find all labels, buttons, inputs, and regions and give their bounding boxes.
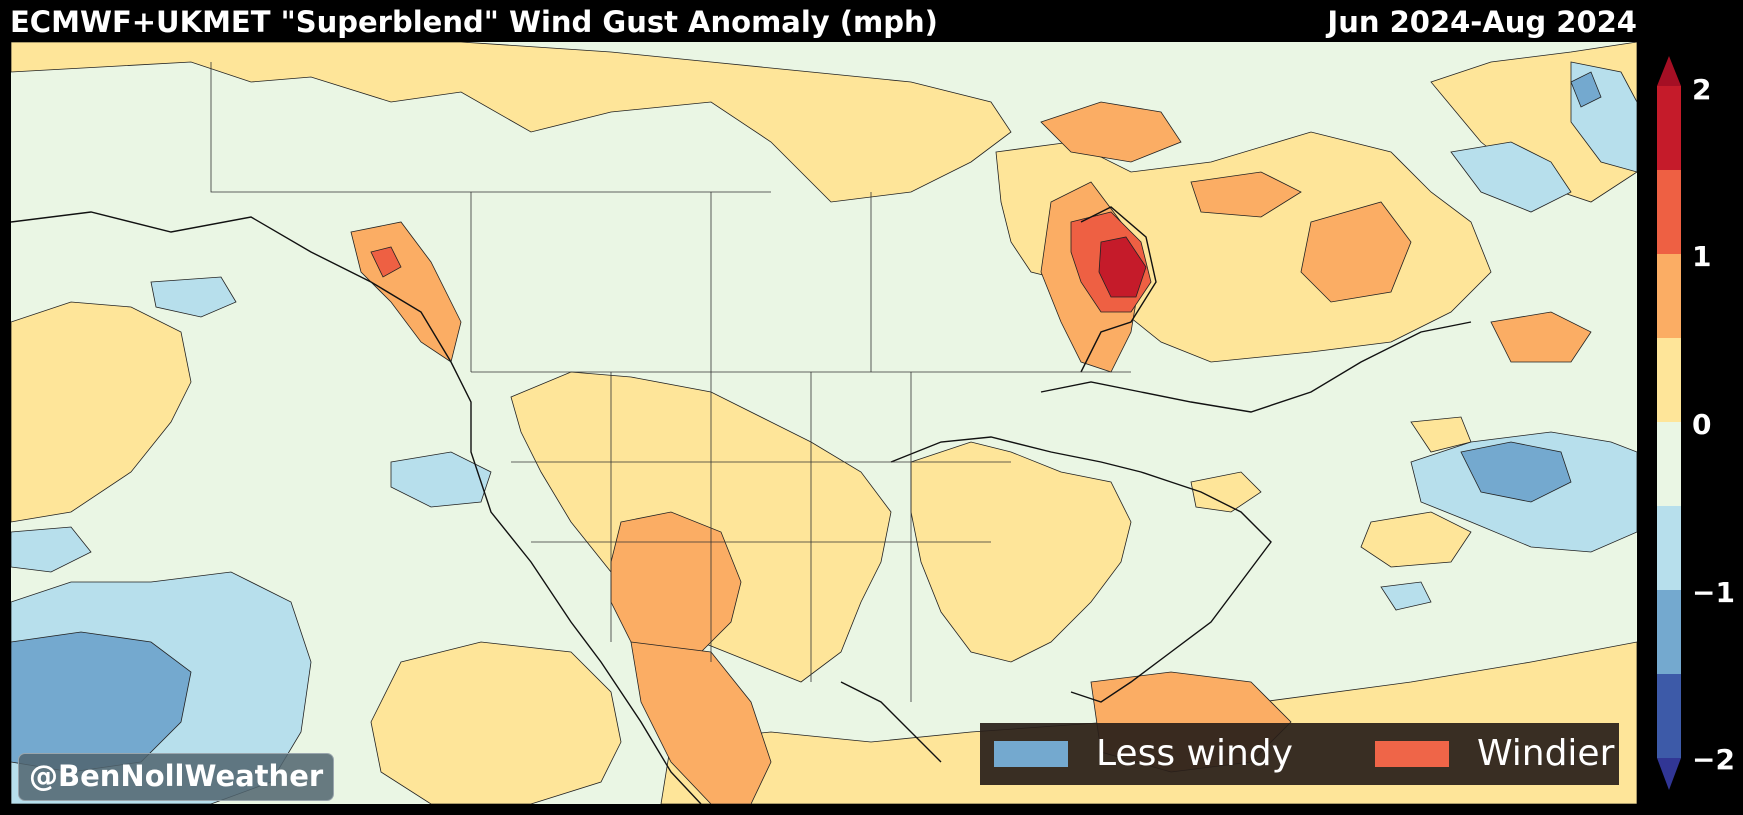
coastlines	[11, 206, 1472, 804]
less-windy-regions	[11, 71, 1602, 773]
colorbar-tick-2: 2	[1692, 73, 1712, 106]
colorbar-bin	[1657, 422, 1681, 506]
windier-label: Windier	[1476, 733, 1615, 774]
colorbar-bin	[1657, 674, 1681, 758]
state-borders	[210, 62, 1131, 702]
forecast-period: Jun 2024-Aug 2024	[1327, 5, 1637, 39]
colorbar-extend-top	[1657, 56, 1681, 86]
legend: Less windy Windier	[980, 723, 1619, 785]
colorbar-bin	[1657, 170, 1681, 254]
legend-entry-less-windy: Less windy	[980, 734, 1293, 774]
colorbar	[1657, 56, 1681, 790]
less-windy-swatch	[994, 741, 1068, 767]
colorbar-tick-0: 0	[1692, 408, 1712, 441]
colorbar-bin	[1657, 590, 1681, 674]
colorbar-tick-minus-2: −2	[1692, 743, 1735, 776]
strong-windier-regions	[1098, 236, 1147, 298]
legend-entry-windier: Windier	[1361, 734, 1614, 774]
colorbar-extend-bottom	[1657, 758, 1681, 790]
colorbar-tick-1: 1	[1692, 240, 1712, 273]
windier-swatch	[1374, 741, 1449, 767]
less-windy-label: Less windy	[1096, 733, 1293, 774]
colorbar-bin	[1657, 254, 1681, 338]
anomaly-map	[11, 42, 1637, 804]
colorbar-bin	[1657, 338, 1681, 422]
colorbar-tick-minus-1: −1	[1692, 576, 1735, 609]
colorbar-bin	[1657, 86, 1681, 170]
author-watermark: @BenNollWeather	[18, 753, 335, 801]
map-title: ECMWF+UKMET "Superblend" Wind Gust Anoma…	[10, 5, 938, 39]
colorbar-bin	[1657, 506, 1681, 590]
